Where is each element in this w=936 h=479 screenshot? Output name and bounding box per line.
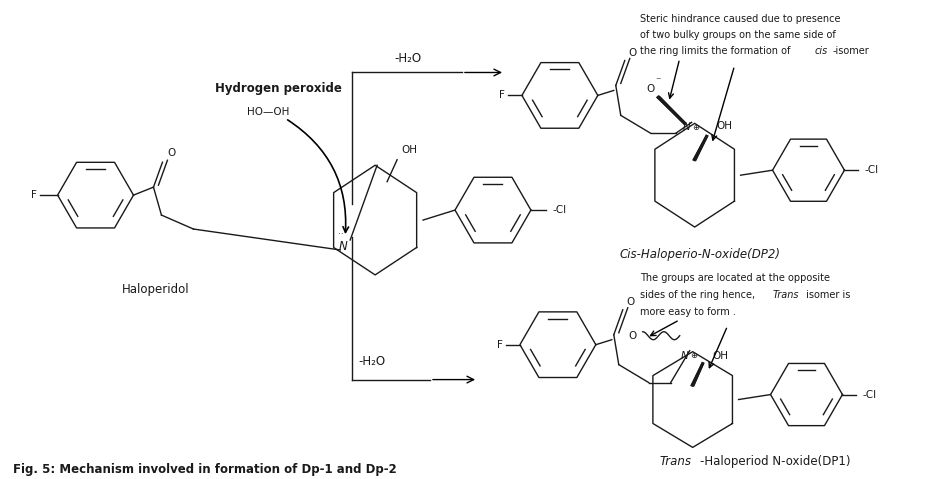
Text: The groups are located at the opposite: The groups are located at the opposite: [639, 273, 829, 283]
Text: -H₂O: -H₂O: [394, 52, 421, 65]
Text: -Cl: -Cl: [552, 205, 566, 215]
Text: -Cl: -Cl: [864, 165, 878, 175]
Text: Fig. 5: Mechanism involved in formation of Dp-1 and Dp-2: Fig. 5: Mechanism involved in formation …: [13, 463, 396, 476]
Text: ⊕: ⊕: [692, 123, 698, 132]
Text: O: O: [628, 47, 636, 57]
Text: sides of the ring hence,: sides of the ring hence,: [639, 290, 757, 300]
Text: Steric hindrance caused due to presence: Steric hindrance caused due to presence: [639, 13, 840, 23]
Text: N: N: [680, 351, 688, 361]
Text: F: F: [499, 91, 505, 101]
Text: OH: OH: [401, 145, 417, 155]
Text: ⊕: ⊕: [690, 351, 696, 360]
Text: N: N: [682, 122, 690, 132]
Text: O: O: [646, 84, 654, 94]
Text: HO—OH: HO—OH: [247, 107, 289, 117]
Text: the ring limits the formation of: the ring limits the formation of: [639, 46, 793, 56]
Text: Hydrogen peroxide: Hydrogen peroxide: [214, 82, 342, 95]
Text: OH: OH: [716, 121, 732, 131]
Text: cis: cis: [813, 46, 826, 56]
Text: Trans: Trans: [771, 290, 798, 300]
Text: ··: ··: [338, 230, 344, 240]
Text: F: F: [31, 190, 37, 200]
Text: O: O: [168, 148, 175, 158]
Text: O: O: [628, 331, 636, 341]
Text: Trans: Trans: [659, 455, 691, 468]
Text: -isomer: -isomer: [831, 46, 869, 56]
Text: more easy to form .: more easy to form .: [639, 307, 735, 317]
Text: ⁻: ⁻: [654, 77, 660, 87]
Text: F: F: [496, 340, 503, 350]
Text: O: O: [626, 297, 635, 307]
Text: Cis-Haloperio-N-oxide(DP2): Cis-Haloperio-N-oxide(DP2): [619, 249, 780, 262]
Text: N: N: [339, 240, 347, 253]
Text: -Haloperiod N-oxide(DP1): -Haloperiod N-oxide(DP1): [699, 455, 849, 468]
Text: isomer is: isomer is: [801, 290, 849, 300]
Text: of two bulky groups on the same side of: of two bulky groups on the same side of: [639, 30, 835, 40]
Text: -Cl: -Cl: [861, 389, 875, 399]
Text: OH: OH: [712, 351, 728, 361]
Text: -H₂O: -H₂O: [358, 355, 385, 368]
Text: Haloperidol: Haloperidol: [122, 284, 189, 297]
